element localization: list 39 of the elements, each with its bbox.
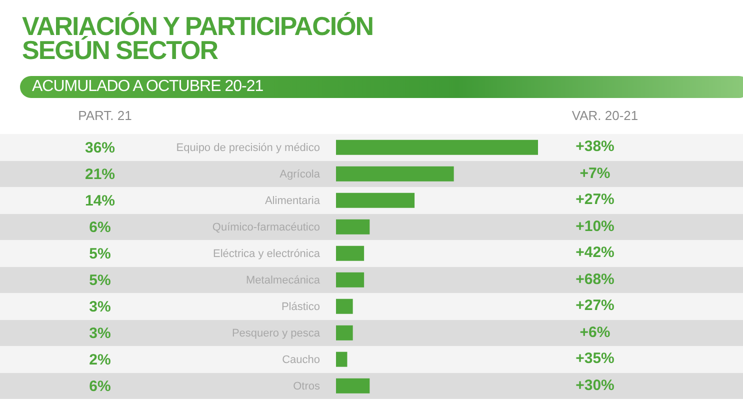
y-tick-label: Alimentaria [264, 195, 321, 208]
text: +38% [574, 138, 616, 155]
data-label: 5% [89, 272, 111, 290]
bar [336, 246, 364, 261]
bar [336, 272, 364, 288]
text: +27% [574, 297, 616, 314]
data-label: 3% [89, 325, 111, 342]
text: +10% [574, 218, 616, 234]
data-label: 6% [89, 378, 111, 396]
y-tick-label: Caucho [282, 354, 320, 366]
text: +42% [574, 244, 616, 261]
text: PART. 21 [77, 108, 133, 123]
text: +30% [574, 376, 616, 394]
data-label: 36% [84, 140, 116, 157]
text: +68% [574, 270, 616, 288]
text: +27% [574, 191, 616, 208]
bar [336, 219, 370, 234]
text: +35% [574, 350, 616, 367]
chart-title: VARIACIÓN Y PARTICIPACIÓN SEGÚN SECTOR [22, 11, 374, 65]
bar [336, 378, 370, 394]
bar [336, 166, 454, 182]
text: +6% [578, 324, 612, 340]
text: ACUMULADO A OCTUBRE 20-21 [32, 78, 264, 96]
bar [336, 140, 538, 155]
y-tick-label: Equipo de precisión y médico [176, 142, 320, 154]
bar [336, 192, 415, 208]
bar [336, 352, 348, 367]
data-label: 2% [89, 352, 111, 369]
text: +7% [578, 164, 612, 182]
data-label: 14% [84, 192, 116, 210]
y-tick-label: Eléctrica y electrónica [213, 248, 321, 260]
data-label: 3% [89, 298, 111, 316]
data-label: 6% [89, 219, 111, 236]
data-label: 5% [89, 246, 111, 263]
data-label: 21% [84, 166, 116, 184]
bar [336, 325, 353, 340]
text: VAR. 20-21 [570, 108, 640, 123]
bar [336, 298, 353, 314]
y-tick-label: Plástico [281, 301, 320, 314]
